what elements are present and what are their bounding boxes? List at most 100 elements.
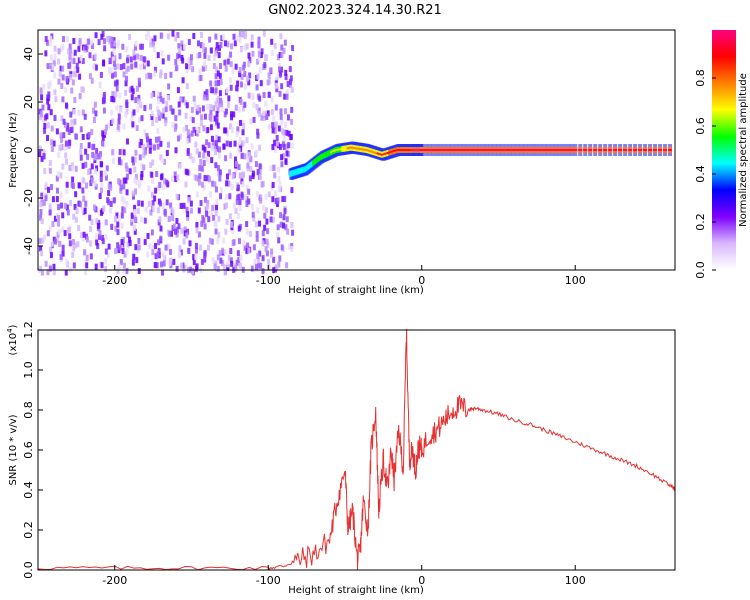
spectrogram-noise-cell <box>172 209 176 216</box>
spectrogram-noise-cell <box>205 155 209 162</box>
spectrogram-noise-cell <box>273 190 277 197</box>
spectrogram-noise-cell <box>283 208 287 215</box>
spectrogram-noise-cell <box>106 252 110 259</box>
spectrogram-noise-cell <box>91 144 95 151</box>
spectrogram-noise-cell <box>48 40 52 47</box>
spectrogram-noise-cell <box>100 182 104 189</box>
spectrogram-y-tick-label: 20 <box>22 95 35 109</box>
spectrogram-noise-cell <box>142 63 146 70</box>
spectrogram-noise-cell <box>203 146 207 153</box>
spectrogram-noise-cell <box>98 81 102 88</box>
spectrogram-noise-cell <box>107 243 111 250</box>
spectrogram-noise-cell <box>196 127 200 134</box>
spectrogram-noise-cell <box>195 222 199 229</box>
spectrogram-noise-cell <box>71 176 75 183</box>
spectrogram-noise-cell <box>61 212 65 219</box>
spectrogram-noise-cell <box>247 198 251 205</box>
spectrogram-noise-cell <box>98 229 102 236</box>
snr-y-tick-label: 1.0 <box>22 361 35 379</box>
spectrogram-noise-cell <box>215 134 219 141</box>
spectrogram-noise-cell <box>287 130 291 137</box>
spectrogram-noise-cell <box>181 77 185 84</box>
spectrogram-noise-cell <box>242 240 246 247</box>
spectrogram-noise-cell <box>243 71 247 78</box>
spectrogram-noise-cell <box>163 254 167 261</box>
spectrogram-noise-cell <box>235 85 239 92</box>
spectrogram-noise-cell <box>186 211 190 218</box>
spectrogram-noise-cell <box>223 248 227 255</box>
spectrogram-trace-core <box>442 149 447 151</box>
spectrogram-noise-cell <box>251 50 255 57</box>
spectrogram-noise-cell <box>237 257 241 264</box>
spectrogram-noise-cell <box>112 48 116 55</box>
spectrogram-noise-cell <box>208 237 212 244</box>
spectrogram-noise-cell <box>122 177 126 184</box>
spectrogram-noise-cell <box>107 190 111 197</box>
spectrogram-noise-cell <box>128 236 132 243</box>
spectrogram-noise-cell <box>256 58 260 65</box>
spectrogram-noise-cell <box>85 254 89 261</box>
spectrogram-noise-cell <box>105 165 109 172</box>
spectrogram-noise-cell <box>59 136 63 143</box>
spectrogram-noise-cell <box>215 265 219 272</box>
spectrogram-noise-cell <box>134 61 138 68</box>
spectrogram-noise-cell <box>275 76 279 83</box>
spectrogram-noise-cell <box>42 127 46 134</box>
spectrogram-noise-cell <box>171 30 175 37</box>
spectrogram-noise-cell <box>175 226 179 233</box>
spectrogram-noise-cell <box>209 80 213 87</box>
spectrogram-noise-cell <box>234 168 238 175</box>
spectrogram-noise-cell <box>272 115 276 122</box>
spectrogram-noise-cell <box>278 255 282 262</box>
spectrogram-noise-cell <box>72 38 76 45</box>
spectrogram-trace-core <box>573 149 578 151</box>
spectrogram-noise-cell <box>108 207 112 214</box>
spectrogram-noise-cell <box>195 148 199 155</box>
spectrogram-noise-cell <box>211 257 215 264</box>
spectrogram-noise-cell <box>93 168 97 175</box>
spectrogram-trace-core <box>431 149 436 151</box>
spectrogram-noise-cell <box>289 75 293 82</box>
spectrogram-noise-cell <box>132 159 136 166</box>
spectrogram-noise-cell <box>218 169 222 176</box>
spectrogram-noise-cell <box>255 263 259 270</box>
spectrogram-noise-cell <box>258 163 262 170</box>
spectrogram-noise-cell <box>202 125 206 132</box>
spectrogram-noise-cell <box>228 77 232 84</box>
spectrogram-trace-core <box>633 149 638 151</box>
spectrogram-noise-cell <box>197 179 201 186</box>
spectrogram-noise-cell <box>207 210 211 217</box>
spectrogram-noise-cell <box>258 250 262 257</box>
spectrogram-noise-cell <box>214 209 218 216</box>
spectrogram-noise-cell <box>107 123 111 130</box>
spectrogram-noise-cell <box>56 220 60 227</box>
spectrogram-noise-cell <box>164 120 168 127</box>
spectrogram-noise-cell <box>282 222 286 229</box>
spectrogram-noise-cell <box>219 187 223 194</box>
snr-x-tick-label: -200 <box>102 574 127 587</box>
spectrogram-noise-cell <box>153 35 157 42</box>
spectrogram-noise-cell <box>215 111 219 118</box>
spectrogram-noise-cell <box>133 216 137 223</box>
spectrogram-trace-core <box>473 149 478 151</box>
spectrogram-noise-cell <box>99 187 103 194</box>
spectrogram-noise-cell <box>56 204 60 211</box>
spectrogram-noise-cell <box>149 72 153 79</box>
spectrogram-noise-cell <box>252 101 256 108</box>
spectrogram-noise-cell <box>284 224 288 231</box>
spectrogram-noise-cell <box>61 244 65 251</box>
spectrogram-noise-cell <box>53 238 57 245</box>
spectrogram-noise-cell <box>53 215 57 222</box>
spectrogram-noise-cell <box>197 107 201 114</box>
spectrogram-noise-cell <box>137 244 141 251</box>
spectrogram-noise-cell <box>273 127 277 134</box>
spectrogram-trace-core <box>527 149 532 151</box>
spectrogram-trace-core <box>638 149 643 151</box>
spectrogram-noise-cell <box>159 235 163 242</box>
spectrogram-noise-cell <box>72 262 76 269</box>
spectrogram-noise-cell <box>265 250 269 257</box>
spectrogram-noise-cell <box>42 153 46 160</box>
spectrogram-noise-cell <box>212 214 216 221</box>
spectrogram-trace-core <box>523 149 528 151</box>
snr-x-ticks: -200 -100 0 100 <box>102 565 586 587</box>
